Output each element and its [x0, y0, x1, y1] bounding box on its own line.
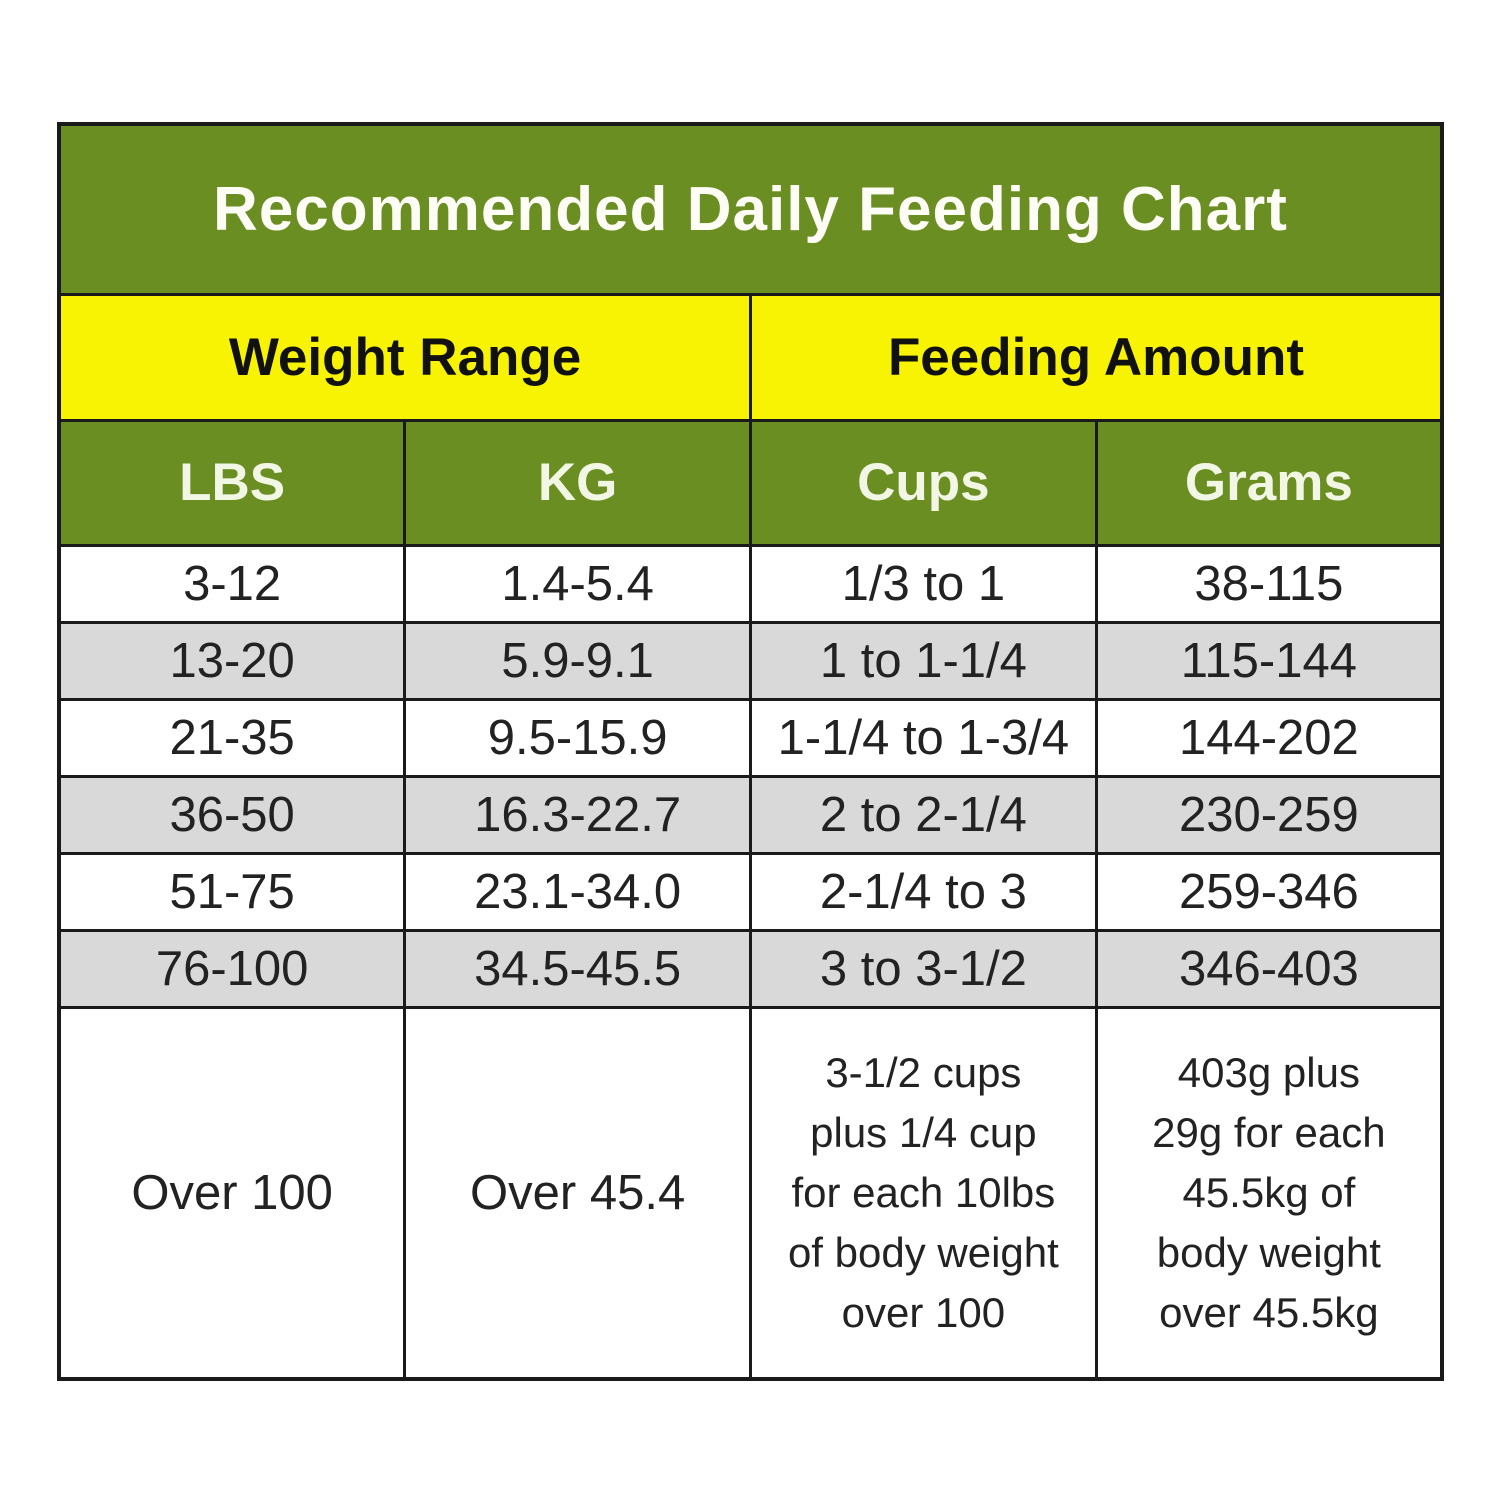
cell-cups: 1/3 to 1 — [749, 543, 1098, 624]
cell-grams: 230-259 — [1094, 774, 1444, 855]
cell-lbs: 76-100 — [57, 928, 407, 1009]
cell-lbs: 3-12 — [57, 543, 407, 624]
feeding-chart-table: Recommended Daily Feeding Chart Weight R… — [57, 122, 1444, 1381]
cell-grams: 403g plus 29g for each 45.5kg of body we… — [1094, 1005, 1444, 1381]
cell-kg: 34.5-45.5 — [403, 928, 752, 1009]
table-row: 21-35 9.5-15.9 1-1/4 to 1-3/4 144-202 — [57, 697, 1444, 778]
column-header-lbs: LBS — [57, 418, 407, 547]
column-header-kg: KG — [403, 418, 752, 547]
group-header-row: Weight Range Feeding Amount — [57, 292, 1444, 422]
table-row: 76-100 34.5-45.5 3 to 3-1/2 346-403 — [57, 928, 1444, 1009]
cell-cups: 3 to 3-1/2 — [749, 928, 1098, 1009]
title-row: Recommended Daily Feeding Chart — [57, 122, 1444, 296]
cell-grams: 38-115 — [1094, 543, 1444, 624]
cell-grams: 259-346 — [1094, 851, 1444, 932]
cell-kg: 16.3-22.7 — [403, 774, 752, 855]
cell-lbs: Over 100 — [57, 1005, 407, 1381]
column-header-cups: Cups — [749, 418, 1098, 547]
table-row: 36-50 16.3-22.7 2 to 2-1/4 230-259 — [57, 774, 1444, 855]
cell-cups: 1 to 1-1/4 — [749, 620, 1098, 701]
cell-lbs: 21-35 — [57, 697, 407, 778]
cell-grams: 115-144 — [1094, 620, 1444, 701]
table-row: 13-20 5.9-9.1 1 to 1-1/4 115-144 — [57, 620, 1444, 701]
cell-lbs: 36-50 — [57, 774, 407, 855]
cell-kg: Over 45.4 — [403, 1005, 752, 1381]
cell-cups: 2 to 2-1/4 — [749, 774, 1098, 855]
table-row: 51-75 23.1-34.0 2-1/4 to 3 259-346 — [57, 851, 1444, 932]
column-header-grams: Grams — [1094, 418, 1444, 547]
group-header-feeding-amount: Feeding Amount — [749, 292, 1444, 422]
cell-cups: 3-1/2 cups plus 1/4 cup for each 10lbs o… — [749, 1005, 1098, 1381]
chart-title: Recommended Daily Feeding Chart — [57, 122, 1444, 296]
cell-lbs: 13-20 — [57, 620, 407, 701]
cell-lbs: 51-75 — [57, 851, 407, 932]
cell-kg: 1.4-5.4 — [403, 543, 752, 624]
table-row: 3-12 1.4-5.4 1/3 to 1 38-115 — [57, 543, 1444, 624]
cell-kg: 23.1-34.0 — [403, 851, 752, 932]
cell-grams: 346-403 — [1094, 928, 1444, 1009]
cell-cups: 2-1/4 to 3 — [749, 851, 1098, 932]
cell-kg: 9.5-15.9 — [403, 697, 752, 778]
cell-cups: 1-1/4 to 1-3/4 — [749, 697, 1098, 778]
cell-kg: 5.9-9.1 — [403, 620, 752, 701]
cell-grams: 144-202 — [1094, 697, 1444, 778]
group-header-weight-range: Weight Range — [57, 292, 752, 422]
table-row: Over 100 Over 45.4 3-1/2 cups plus 1/4 c… — [57, 1005, 1444, 1381]
column-header-row: LBS KG Cups Grams — [57, 418, 1444, 547]
